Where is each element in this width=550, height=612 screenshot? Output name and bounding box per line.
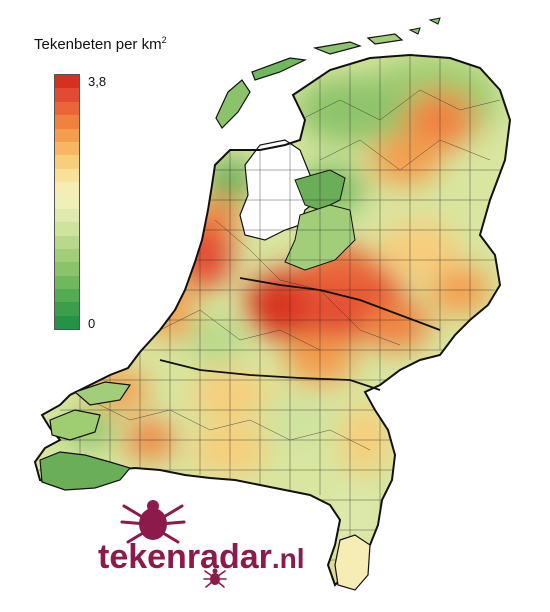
small-tick-icon — [203, 568, 227, 588]
legend-min-label: 0 — [88, 316, 96, 331]
legend-swatch — [55, 155, 79, 169]
legend-max-label: 3,8 — [88, 74, 107, 89]
legend-swatch — [55, 168, 79, 182]
legend-title: Tekenbeten per km2 — [34, 35, 167, 53]
legend-swatch — [55, 248, 79, 263]
tick-icon — [120, 500, 186, 544]
vlieland-terschelling — [251, 57, 308, 81]
legend-color-bar — [54, 74, 80, 330]
legend-swatch — [55, 75, 79, 89]
municipality-borders — [35, 55, 505, 561]
legend-swatch — [55, 302, 79, 316]
legend-swatch — [55, 275, 79, 289]
texel — [215, 79, 251, 129]
river-rhine — [239, 277, 441, 331]
south-limburg — [334, 534, 371, 591]
legend-swatch — [55, 222, 79, 236]
legend-swatch — [55, 101, 79, 116]
tekenradar-logo: tekenradar.nl — [98, 538, 305, 577]
walcheren — [49, 409, 101, 441]
legend-swatch — [55, 262, 79, 276]
legend-swatch — [55, 88, 79, 102]
legend-swatch — [55, 182, 79, 196]
legend-swatch — [55, 115, 79, 129]
legend-swatch — [55, 208, 79, 223]
logo-text: tekenradar — [98, 538, 272, 576]
legend-swatch — [55, 315, 79, 330]
legend-swatch — [55, 128, 79, 142]
logo-suffix: .nl — [271, 543, 305, 574]
legend-title-text: Tekenbeten per km — [34, 36, 162, 53]
rottumeroog — [408, 27, 421, 35]
legend-swatch — [55, 141, 79, 156]
ameland — [312, 41, 362, 55]
legend-swatch — [55, 235, 79, 249]
zeeuws-vlaanderen — [39, 451, 132, 491]
legend-swatch — [55, 289, 79, 303]
schouwen — [73, 381, 132, 406]
small-island — [428, 17, 441, 25]
legend-title-superscript: 2 — [161, 35, 167, 45]
legend-swatch — [55, 195, 79, 209]
river-waal — [159, 359, 381, 391]
schiermonnikoog — [366, 33, 404, 45]
